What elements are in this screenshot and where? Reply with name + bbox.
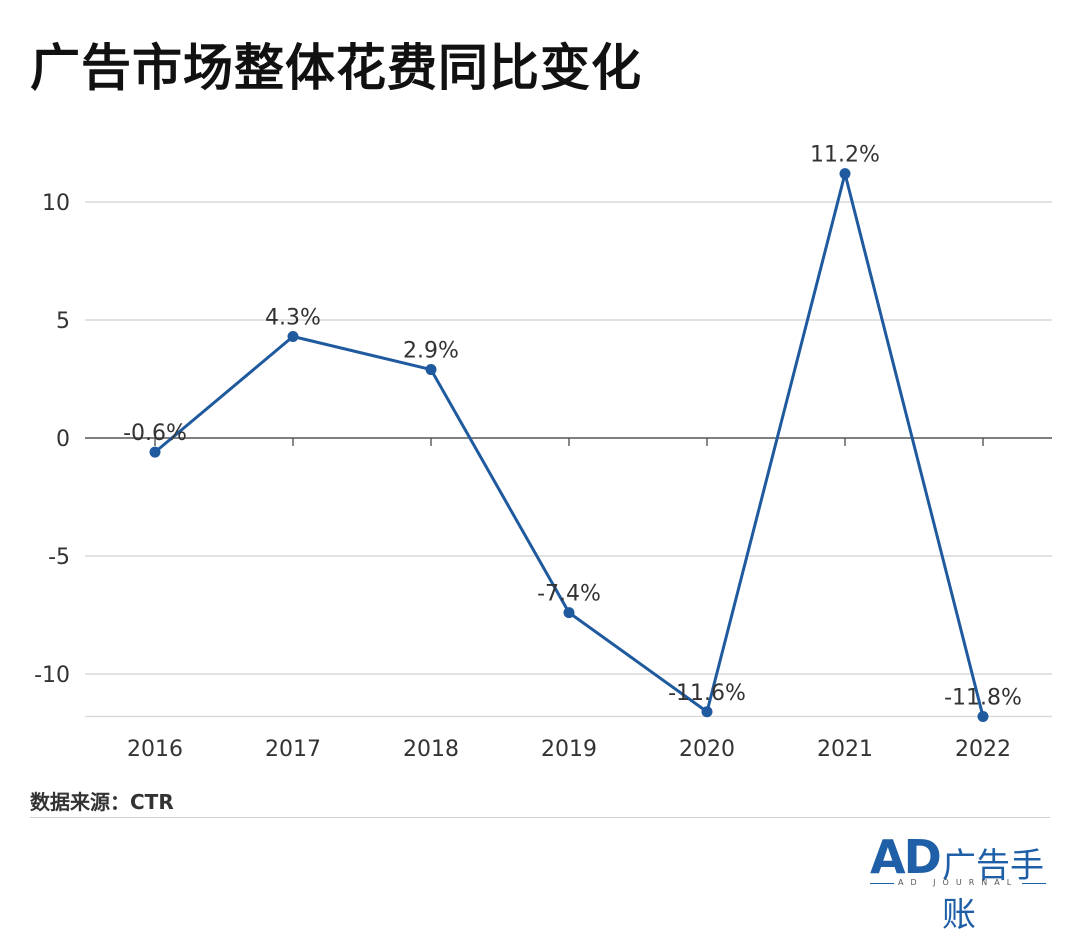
brand-logo: AD 广告手账 AD JOURNAL: [870, 830, 1055, 935]
chart-title: 广告市场整体花费同比变化: [30, 39, 642, 97]
x-axis-ticks: 2016 2017 2018 2019 2020 2021 2022: [127, 438, 1011, 762]
x-tick-label: 2019: [541, 737, 597, 762]
x-tick-label: 2016: [127, 737, 183, 762]
data-point-2017: [287, 331, 299, 343]
data-label-2017: 4.3%: [265, 306, 321, 331]
data-label-2018: 2.9%: [403, 339, 459, 364]
y-tick-label: 0: [56, 427, 70, 452]
x-tick-label: 2020: [679, 737, 735, 762]
logo-mark: AD: [870, 830, 942, 884]
data-point-2019: [563, 607, 575, 619]
data-label-2019: -7.4%: [537, 582, 601, 607]
y-tick-label: 10: [42, 191, 70, 216]
y-tick-label: -5: [48, 545, 70, 570]
line-chart: 10 5 0 -5 -10 2016 2017 2018 2019 2020 2021 2022 -…: [34, 143, 1052, 762]
x-tick-label: 2018: [403, 737, 459, 762]
data-label-2016: -0.6%: [123, 421, 187, 446]
logo-rule-right: [1022, 883, 1046, 884]
y-tick-label: 5: [56, 309, 70, 334]
data-point-2016: [149, 446, 161, 458]
data-label-2020: -11.6%: [668, 681, 746, 706]
x-tick-label: 2017: [265, 737, 321, 762]
footer-divider: [30, 817, 1050, 818]
data-labels: -0.6% 4.3% 2.9% -7.4% -11.6% 11.2% -11.8%: [123, 143, 1022, 711]
data-label-2021: 11.2%: [810, 143, 880, 168]
logo-name: 广告手账: [942, 846, 1044, 935]
y-axis-ticks: 10 5 0 -5 -10: [34, 191, 70, 688]
data-point-2022: [977, 710, 989, 722]
logo-tagline: AD JOURNAL: [898, 878, 1019, 887]
grid-lines: [85, 201, 1052, 718]
data-point-2018: [425, 364, 437, 376]
data-label-2022: -11.8%: [944, 685, 1022, 710]
y-tick-label: -10: [34, 663, 70, 688]
data-points: [149, 168, 989, 722]
data-source-note: 数据来源：CTR: [30, 790, 174, 814]
data-point-2020: [701, 706, 713, 718]
x-tick-label: 2021: [817, 737, 873, 762]
logo-rule-left: [870, 883, 894, 884]
data-point-2021: [839, 168, 851, 180]
x-tick-label: 2022: [955, 737, 1011, 762]
